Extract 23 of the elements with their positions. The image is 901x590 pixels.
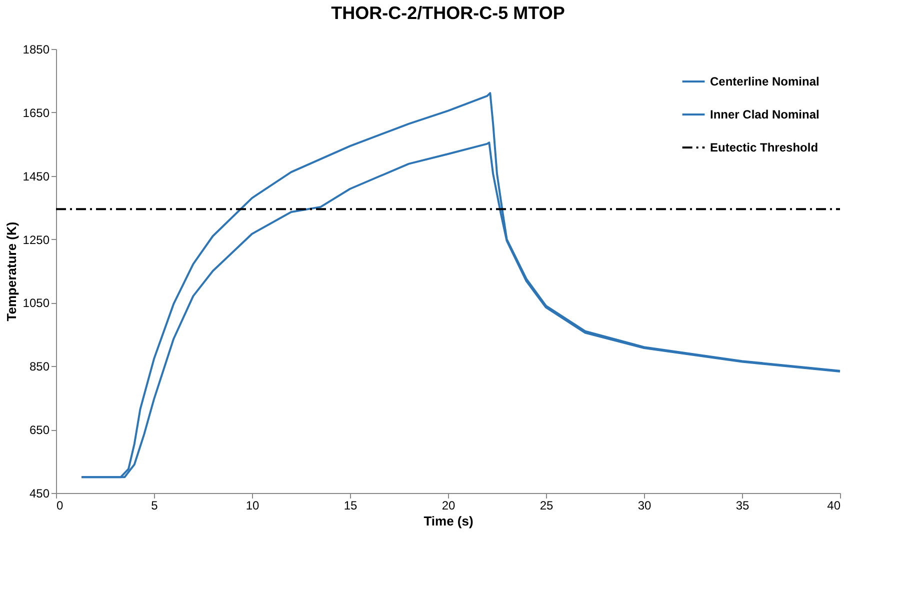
y-tick-label: 1450 (22, 169, 50, 184)
x-tick-label: 5 (151, 498, 158, 512)
x-tick-label: 25 (540, 498, 554, 512)
legend-label: Centerline Nominal (710, 74, 820, 88)
x-tick-label: 0 (56, 498, 64, 512)
legend-label: Eutectic Threshold (710, 140, 818, 154)
y-axis-title: Temperature (K) (4, 222, 19, 322)
x-tick-label: 30 (638, 498, 652, 512)
y-tick-label: 850 (29, 360, 50, 374)
x-axis-title: Time (s) (424, 514, 474, 528)
y-tick-label: 1850 (22, 42, 50, 56)
legend-label: Inner Clad Nominal (710, 108, 820, 122)
x-tick-label: 40 (827, 498, 841, 512)
y-tick-label: 450 (29, 486, 50, 500)
y-tick-label: 650 (29, 423, 50, 438)
x-tick-label: 10 (246, 498, 260, 512)
x-tick-label: 15 (344, 498, 358, 512)
y-tick-label: 1650 (22, 106, 50, 120)
x-tick-label: 35 (736, 498, 750, 512)
chart-title: THOR-C-2/THOR-C-5 MTOP (331, 3, 565, 23)
y-tick-label: 1050 (22, 296, 50, 310)
y-tick-label: 1250 (22, 232, 50, 247)
x-tick-label: 20 (442, 498, 456, 512)
